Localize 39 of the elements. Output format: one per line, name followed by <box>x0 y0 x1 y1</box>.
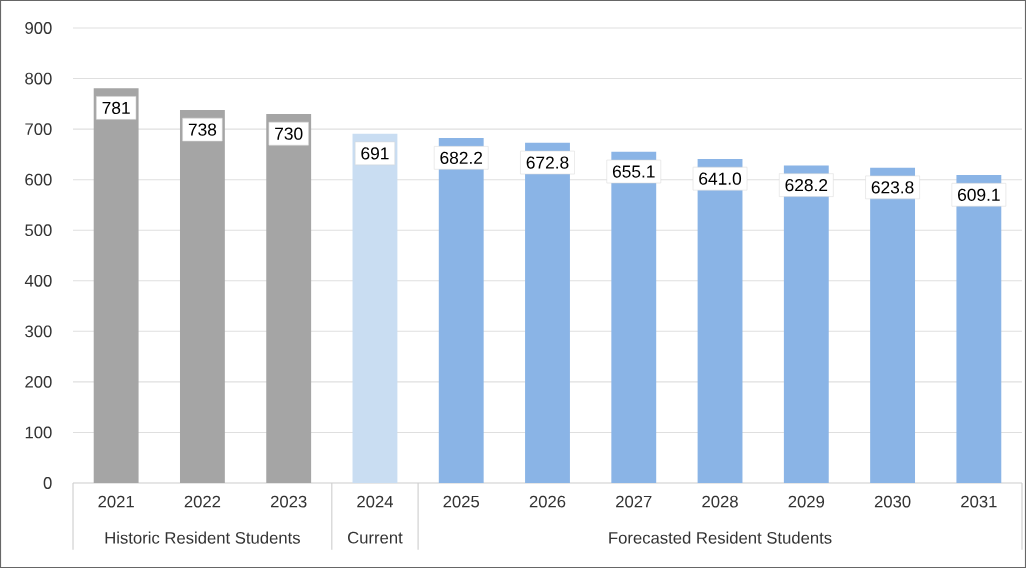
x-tick-label: 2027 <box>616 495 652 508</box>
data-label: 641.0 <box>699 172 742 185</box>
y-tick-label: 600 <box>25 173 52 186</box>
data-label: 730 <box>275 127 303 140</box>
y-tick-label: 100 <box>25 426 52 439</box>
y-tick-label: 400 <box>24 274 52 287</box>
x-tick-label: 2029 <box>788 495 825 508</box>
text: Historic Resident Students <box>105 531 300 544</box>
bar <box>179 109 225 483</box>
data-label: 672.8 <box>526 156 569 169</box>
data-label: 682.2 <box>440 151 483 164</box>
x-tick-label: 2028 <box>702 495 738 508</box>
data-label: 628.2 <box>785 179 828 192</box>
data-label: 691 <box>361 147 389 160</box>
y-tick-label: 900 <box>25 22 52 34</box>
data-label: 655.1 <box>612 165 655 178</box>
y-tick-label: 0 <box>43 477 52 489</box>
x-tick-label: 2021 <box>98 495 134 508</box>
bar <box>93 88 139 483</box>
data-label: 623.8 <box>871 181 914 194</box>
y-tick-label: 300 <box>25 325 52 338</box>
x-tick-label: 2030 <box>874 495 911 508</box>
x-tick-label: 2023 <box>270 495 307 508</box>
x-tick-label: 2031 <box>961 495 997 508</box>
x-tick-label: 2024 <box>357 495 393 508</box>
x-tick-label: 2022 <box>184 495 221 508</box>
x-tick-label: 2025 <box>443 495 480 508</box>
y-tick-label: 700 <box>25 123 52 136</box>
bar <box>266 113 312 483</box>
y-tick-label: 800 <box>25 72 52 85</box>
bar <box>352 133 398 483</box>
y-tick-label: 500 <box>25 224 52 237</box>
data-label: 738 <box>188 123 217 136</box>
data-label: 609.1 <box>958 188 1000 201</box>
text: Forecasted Resident Students <box>609 531 832 544</box>
y-tick-label: 200 <box>25 375 52 388</box>
data-label: 781 <box>102 101 130 115</box>
text: Current <box>348 531 403 544</box>
x-tick-label: 2026 <box>529 495 566 508</box>
